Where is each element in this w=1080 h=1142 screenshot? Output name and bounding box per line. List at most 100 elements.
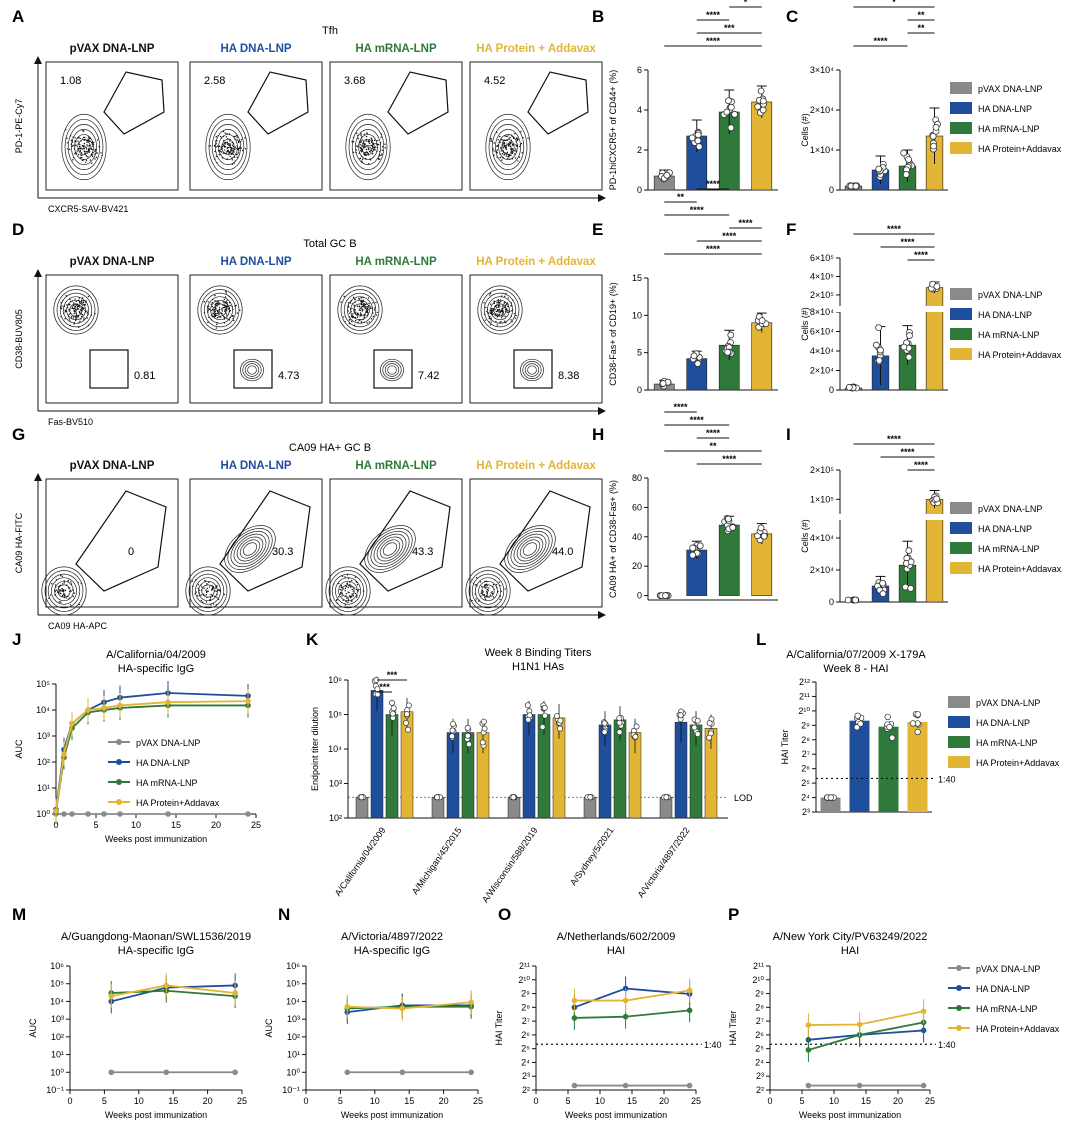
significance-label: *** [724, 23, 735, 33]
series-point [805, 1022, 812, 1028]
data-point [557, 725, 563, 732]
event-dot [514, 317, 516, 319]
event-dot [507, 297, 509, 299]
threshold-label: 1:40 [938, 774, 956, 784]
event-dot [201, 586, 203, 588]
event-dot [503, 307, 505, 309]
event-dot [495, 583, 498, 586]
event-dot [378, 144, 380, 146]
series-line [55, 692, 249, 810]
series-point [165, 811, 171, 817]
event-dot [225, 141, 227, 144]
data-point [601, 720, 608, 727]
event-dot [491, 309, 494, 312]
event-dot [359, 312, 362, 314]
legend-label: pVAX DNA-LNP [978, 84, 1042, 94]
event-dot [476, 576, 478, 579]
y-tick-label: 1×10⁵ [810, 494, 834, 504]
event-dot [223, 145, 226, 148]
y-tick-label: 40 [632, 532, 642, 542]
event-dot [344, 590, 347, 592]
flow-column-header: HA DNA-LNP [220, 43, 291, 55]
legend-swatch [948, 736, 970, 748]
event-dot [502, 145, 504, 147]
event-dot [517, 160, 519, 162]
event-dot [480, 592, 482, 595]
event-dot [384, 147, 387, 149]
event-dot [498, 301, 501, 304]
x-axis-label: Weeks post immunization [799, 1110, 901, 1120]
density-contour [351, 123, 385, 171]
data-point [689, 551, 697, 559]
event-dot [505, 145, 508, 147]
data-point [759, 106, 767, 114]
y-tick-label: 10³ [287, 1014, 300, 1024]
y-tick-label: 2¹⁰ [752, 975, 764, 985]
legend-marker [116, 779, 122, 785]
event-dot [66, 304, 68, 306]
event-dot [91, 154, 94, 156]
density-contour [218, 134, 238, 160]
y-tick-label: 2⁶ [755, 1030, 764, 1040]
event-dot [74, 308, 77, 310]
event-dot [210, 589, 213, 591]
event-dot [239, 309, 241, 311]
series-point [805, 1047, 812, 1053]
x-tick-label: 15 [627, 1096, 637, 1106]
event-dot [96, 139, 99, 141]
event-dot [364, 151, 367, 154]
x-tick-label: 5 [565, 1096, 570, 1106]
event-dot [217, 312, 220, 314]
gate-percentage: 1.08 [60, 75, 81, 87]
event-dot [497, 139, 499, 141]
event-dot [226, 147, 229, 149]
event-dot [501, 153, 504, 155]
flow-column-header: HA Protein + Addavax [476, 460, 596, 472]
density-contour [233, 533, 267, 565]
event-dot [61, 587, 63, 590]
event-dot [205, 593, 208, 596]
event-dot [216, 316, 219, 319]
event-dot [61, 305, 63, 307]
density-contour [480, 289, 520, 331]
event-dot [364, 143, 366, 146]
event-dot [349, 312, 351, 314]
event-dot [493, 154, 495, 156]
bar [878, 726, 899, 812]
event-dot [361, 308, 363, 310]
event-dot [341, 595, 343, 597]
flow-gate [373, 349, 413, 389]
event-dot [341, 575, 344, 578]
event-dot [58, 601, 61, 603]
event-dot [361, 305, 363, 308]
data-point [450, 720, 457, 727]
density-contour [348, 118, 388, 176]
event-dot [63, 582, 66, 584]
event-dot [353, 304, 355, 306]
event-dot [55, 589, 58, 591]
event-dot [373, 139, 376, 142]
event-dot [58, 590, 61, 592]
density-contour [61, 113, 107, 181]
bar [718, 524, 740, 596]
event-dot [494, 308, 496, 311]
event-dot [364, 314, 366, 316]
density-contour [244, 363, 260, 377]
series-point [163, 982, 170, 989]
series-point [920, 1008, 927, 1015]
density-contour [498, 134, 518, 160]
category-label: A/Victoria/4897/2022 [636, 825, 692, 899]
series-point [468, 999, 474, 1006]
event-dot [495, 307, 498, 309]
event-dot [78, 301, 81, 303]
y-tick-label: 2⁹ [755, 989, 764, 999]
event-dot [59, 589, 62, 591]
event-dot [215, 590, 217, 593]
event-dot [75, 152, 78, 154]
significance-label: *** [387, 670, 398, 680]
density-contour [481, 584, 495, 598]
y-tick-label: 10⁰ [286, 1067, 300, 1077]
event-dot [500, 309, 502, 312]
legend-swatch [950, 82, 972, 94]
density-contour [384, 363, 400, 377]
